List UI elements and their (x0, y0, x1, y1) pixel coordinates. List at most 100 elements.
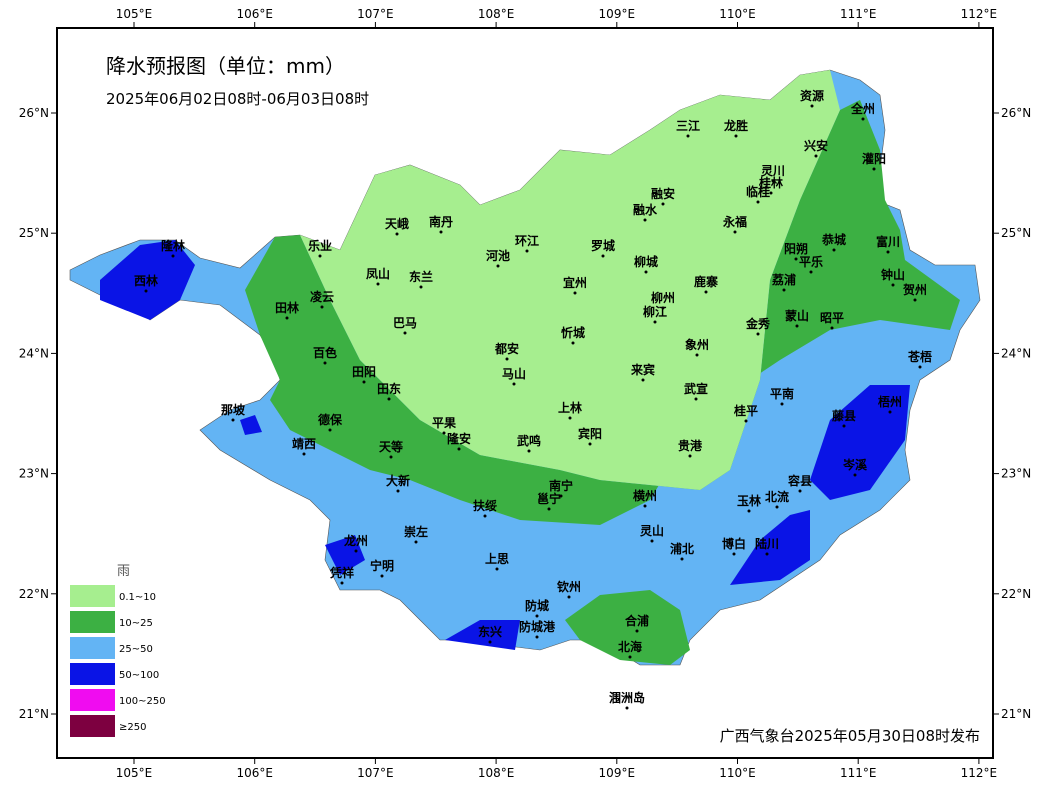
city-label: 都安 (494, 341, 519, 356)
city-label: 武鸣 (517, 433, 541, 448)
city-label: 防城 (525, 598, 549, 613)
city-dot (568, 416, 572, 420)
city-dot (732, 552, 736, 556)
lon-tick-label: 112°E (961, 7, 998, 21)
city-dot (795, 324, 799, 328)
lon-tick-label: 112°E (961, 766, 998, 780)
city-dot (918, 365, 922, 369)
city-dot (387, 397, 391, 401)
city-dot (769, 191, 773, 195)
lon-tick-label: 111°E (840, 766, 877, 780)
city-label: 苍梧 (907, 349, 932, 364)
city-label: 藤县 (831, 408, 856, 423)
city-label: 南丹 (429, 214, 453, 229)
city-label: 贺州 (902, 282, 927, 297)
city-label: 宾阳 (578, 426, 602, 441)
city-label: 上林 (558, 400, 582, 415)
city-label: 扶绥 (473, 498, 497, 513)
city-label: 天等 (379, 439, 403, 454)
city-dot (231, 418, 235, 422)
city-dot (389, 455, 393, 459)
lon-tick-label: 110°E (719, 7, 756, 21)
lon-tick-label: 109°E (599, 766, 636, 780)
city-dot (625, 706, 629, 710)
city-label: 昭平 (820, 311, 844, 325)
city-dot (686, 134, 690, 138)
lat-tick-label: 21°N (1001, 707, 1031, 721)
city-label: 陆川 (755, 536, 779, 551)
city-label: 东兴 (478, 624, 502, 639)
city-label: 上思 (485, 551, 509, 566)
city-label: 荔浦 (771, 272, 796, 287)
city-dot (525, 249, 529, 253)
city-label: 忻城 (561, 325, 585, 340)
city-dot (302, 452, 306, 456)
lon-tick-label: 107°E (357, 7, 394, 21)
map-frame (56, 27, 994, 759)
lat-tick-label: 22°N (1001, 587, 1031, 601)
city-label: 恭城 (821, 232, 846, 247)
city-dot (414, 540, 418, 544)
city-label: 马山 (502, 366, 526, 381)
region-10-25 (245, 100, 960, 525)
city-label: 来宾 (630, 362, 655, 377)
lon-tick-label: 108°E (478, 766, 515, 780)
city-label: 横州 (633, 488, 657, 503)
lat-tick-label: 24°N (19, 346, 49, 360)
map-subtitle: 2025年06月02日08时-06月03日08时 (106, 90, 369, 108)
city-dot (688, 454, 692, 458)
legend-label: 100~250 (119, 696, 166, 707)
city-label: 南宁 (549, 478, 573, 493)
city-label: 凌云 (310, 289, 334, 304)
city-dot (495, 567, 499, 571)
city-dot (354, 549, 358, 553)
city-label: 象州 (685, 337, 709, 352)
city-label: 崇左 (404, 524, 428, 539)
lon-tick-label: 106°E (236, 766, 273, 780)
legend-swatch (70, 689, 115, 711)
city-label: 天峨 (385, 216, 409, 231)
city-label: 柳州 (651, 290, 675, 305)
city-label: 巴马 (393, 316, 417, 330)
city-label: 蒙山 (785, 308, 809, 323)
city-label: 博白 (722, 536, 746, 551)
city-dot (798, 489, 802, 493)
lat-tick-label: 26°N (1001, 106, 1031, 120)
lon-tick-label: 111°E (840, 7, 877, 21)
city-dot (340, 581, 344, 585)
city-dot (496, 264, 500, 268)
city-dot (318, 254, 322, 258)
city-label: 浦北 (670, 541, 694, 556)
city-label: 阳朔 (784, 241, 808, 256)
city-dot (601, 254, 605, 258)
lat-tick-label: 21°N (19, 707, 49, 721)
lon-tick-label: 109°E (599, 7, 636, 21)
lon-tick-label: 107°E (357, 766, 394, 780)
city-label: 柳城 (634, 254, 658, 269)
city-label: 富川 (876, 234, 900, 249)
legend-swatch (70, 585, 115, 607)
city-label: 凭祥 (329, 565, 354, 580)
city-label: 涠洲岛 (609, 690, 645, 705)
lon-tick-label: 108°E (478, 7, 515, 21)
city-label: 岑溪 (842, 457, 868, 472)
city-dot (872, 167, 876, 171)
city-dot (913, 298, 917, 302)
lon-tick-label: 105°E (116, 766, 153, 780)
city-dot (744, 419, 748, 423)
lon-tick-label: 110°E (719, 766, 756, 780)
city-dot (888, 410, 892, 414)
map-title: 降水预报图（单位：mm） (106, 54, 345, 78)
city-label: 桂平 (733, 403, 758, 418)
city-label: 钦州 (557, 579, 581, 594)
region-50-100 (810, 385, 910, 500)
city-dot (641, 378, 645, 382)
city-dot (573, 291, 577, 295)
city-dot (439, 230, 443, 234)
city-label: 宜州 (563, 275, 587, 290)
lat-tick-label: 25°N (1001, 226, 1031, 240)
legend-swatch (70, 611, 115, 633)
city-label: 融水 (633, 202, 658, 217)
city-dot (512, 382, 516, 386)
